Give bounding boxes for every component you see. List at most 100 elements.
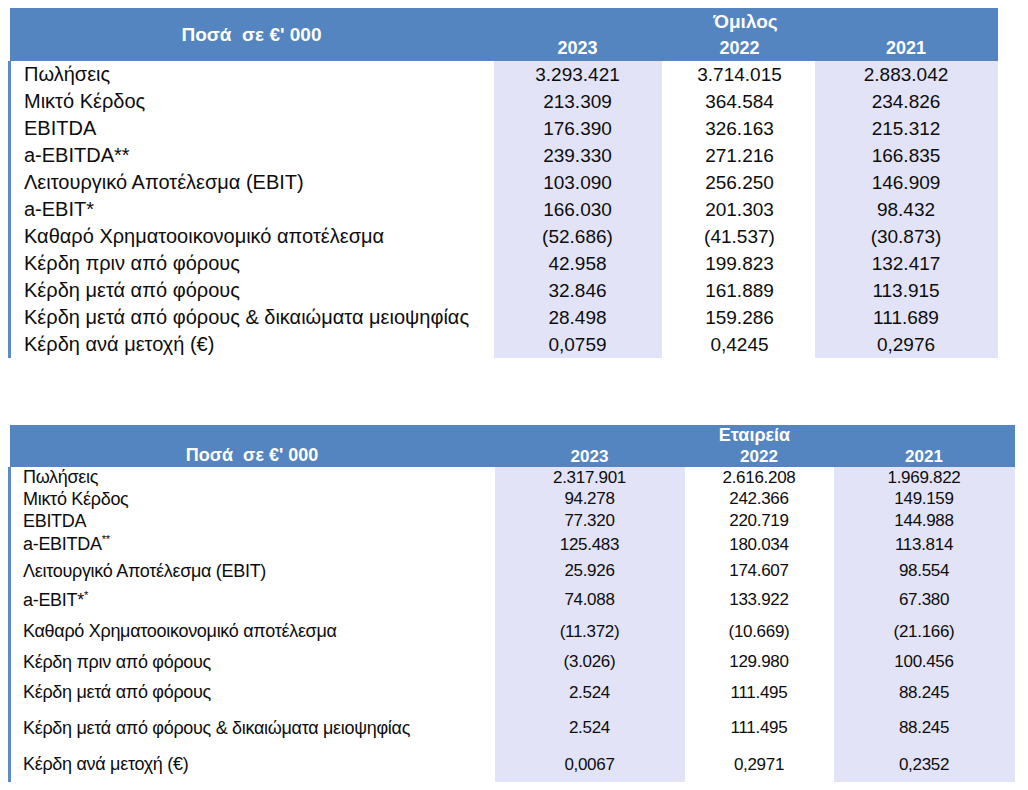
value-2022: 111.495 [692, 676, 827, 709]
row-label: a-EBITDA** [10, 532, 495, 557]
value-2021: 146.909 [815, 169, 998, 196]
year-header-2021: 2021 [815, 35, 998, 61]
table-row: a-EBITDA** 125.483 180.034 113.814 [10, 532, 1015, 557]
table-row: EBITDA 77.320 220.719 144.988 [10, 510, 1015, 532]
value-2023: 28.498 [494, 304, 662, 331]
column-gap [827, 676, 834, 709]
value-2021: 144.988 [834, 510, 1015, 532]
row-label: EBITDA [10, 510, 495, 532]
value-2022: 326.163 [670, 115, 810, 142]
company-table-body: Πωλήσεις 2.317.901 2.616.208 1.969.822 Μ… [10, 467, 1015, 782]
row-label: Μικτό Κέρδος [10, 488, 495, 510]
column-gap [662, 142, 670, 169]
column-gap [685, 467, 692, 488]
row-label-text: Καθαρό Χρηματοοικονομικό αποτέλεσμα [23, 621, 337, 641]
value-2021: 2.883.042 [815, 61, 998, 88]
value-2022: 161.889 [670, 277, 810, 304]
row-label-text: Κέρδη μετά από φόρους [24, 279, 240, 301]
amounts-unit-header: Ποσά σε €' 000 [10, 8, 494, 61]
row-label-text: a-EBIT* [24, 198, 94, 220]
value-2023: 2.317.901 [495, 467, 685, 488]
year-header-2023: 2023 [494, 35, 662, 61]
value-2021: (30.873) [815, 223, 998, 250]
column-gap [827, 585, 834, 615]
table-row: Μικτό Κέρδος 94.278 242.366 149.159 [10, 488, 1015, 510]
table-row: Κέρδη πριν από φόρους (3.026) 129.980 10… [10, 648, 1015, 676]
value-2023: 77.320 [495, 510, 685, 532]
group-financials-table: Ποσά σε €' 000 Όμιλος 2023 2022 2021 Πωλ… [8, 8, 998, 358]
value-2021: 100.456 [834, 648, 1015, 676]
table-row: EBITDA 176.390 326.163 215.312 [10, 115, 998, 142]
column-gap [662, 223, 670, 250]
value-2022: 3.714.015 [670, 61, 810, 88]
column-gap [827, 747, 834, 782]
column-gap [827, 615, 834, 648]
company-header-row: Ποσά σε €' 000 Εταιρεία [10, 425, 1015, 446]
value-2023: 74.088 [495, 585, 685, 615]
row-label: EBITDA [10, 115, 494, 142]
row-label-superscript: ** [102, 533, 110, 545]
value-2021: 132.417 [815, 250, 998, 277]
value-2021: 0,2352 [834, 747, 1015, 782]
company-financials-table: Ποσά σε €' 000 Εταιρεία 2023 2022 2021 Π… [8, 425, 1015, 782]
value-2023: 239.330 [494, 142, 662, 169]
group-table-body: Πωλήσεις 3.293.421 3.714.015 2.883.042 Μ… [10, 61, 998, 358]
value-2022: 199.823 [670, 250, 810, 277]
value-2021: 215.312 [815, 115, 998, 142]
value-2023: (3.026) [495, 648, 685, 676]
value-2022: 201.303 [670, 196, 810, 223]
row-label-text: Λειτουργικό Αποτέλεσμα (EBIT) [23, 561, 266, 581]
amounts-unit-header: Ποσά σε €' 000 [10, 425, 495, 467]
year-header-2021: 2021 [834, 446, 1015, 467]
row-label-text: Κέρδη μετά από φόρους [23, 682, 211, 702]
header-gap [685, 446, 692, 467]
value-2023: 166.030 [494, 196, 662, 223]
company-table-header: Ποσά σε €' 000 Εταιρεία 2023 2022 2021 [10, 425, 1015, 467]
value-2023: 125.483 [495, 532, 685, 557]
value-2021: 67.380 [834, 585, 1015, 615]
table-row: Πωλήσεις 3.293.421 3.714.015 2.883.042 [10, 61, 998, 88]
table-row: Κέρδη μετά από φόρους & δικαιώματα μειοψ… [10, 304, 998, 331]
value-2022: 180.034 [692, 532, 827, 557]
row-label: a-EBITDA** [10, 142, 494, 169]
table-row: Κέρδη μετά από φόρους 2.524 111.495 88.2… [10, 676, 1015, 709]
company-title: Εταιρεία [495, 425, 1015, 446]
row-label-text: Πωλήσεις [23, 467, 98, 487]
value-2021: 88.245 [834, 676, 1015, 709]
value-2021: 88.245 [834, 709, 1015, 747]
row-label-text: Κέρδη πριν από φόρους [24, 252, 240, 274]
value-2022: (10.669) [692, 615, 827, 648]
column-gap [662, 169, 670, 196]
column-gap [685, 615, 692, 648]
value-2021: 1.969.822 [834, 467, 1015, 488]
table-row: Κέρδη πριν από φόρους 42.958 199.823 132… [10, 250, 998, 277]
value-2023: 213.309 [494, 88, 662, 115]
column-gap [827, 467, 834, 488]
table-row: Κέρδη ανά μετοχή (€) 0,0759 0,4245 0,297… [10, 331, 998, 358]
column-gap [827, 532, 834, 557]
column-gap [827, 488, 834, 510]
value-2021: 98.554 [834, 557, 1015, 585]
table-row: Μικτό Κέρδος 213.309 364.584 234.826 [10, 88, 998, 115]
value-2021: 166.835 [815, 142, 998, 169]
row-label: Κέρδη πριν από φόρους [10, 648, 495, 676]
value-2022: (41.537) [670, 223, 810, 250]
value-2022: 256.250 [670, 169, 810, 196]
value-2023: 2.524 [495, 676, 685, 709]
table-row: Λειτουργικό Αποτέλεσμα (EBIT) 25.926 174… [10, 557, 1015, 585]
table-row: Πωλήσεις 2.317.901 2.616.208 1.969.822 [10, 467, 1015, 488]
row-label-text: EBITDA [24, 117, 96, 139]
value-2022: 0,4245 [670, 331, 810, 358]
row-label-text: EBITDA [23, 511, 86, 531]
table-row: a-EBIT** 74.088 133.922 67.380 [10, 585, 1015, 615]
row-label: Κέρδη ανά μετοχή (€) [10, 331, 494, 358]
row-label: Καθαρό Χρηματοοικονομικό αποτέλεσμα [10, 223, 494, 250]
value-2021: 111.689 [815, 304, 998, 331]
row-label-text: Κέρδη μετά από φόρους & δικαιώματα μειοψ… [23, 718, 410, 738]
column-gap [685, 747, 692, 782]
row-label-text: Κέρδη μετά από φόρους & δικαιώματα μειοψ… [24, 306, 469, 328]
group-table-header: Ποσά σε €' 000 Όμιλος 2023 2022 2021 [10, 8, 998, 61]
value-2021: 113.915 [815, 277, 998, 304]
table-row: Καθαρό Χρηματοοικονομικό αποτέλεσμα (52.… [10, 223, 998, 250]
row-label-text: a-EBITDA [23, 534, 102, 554]
